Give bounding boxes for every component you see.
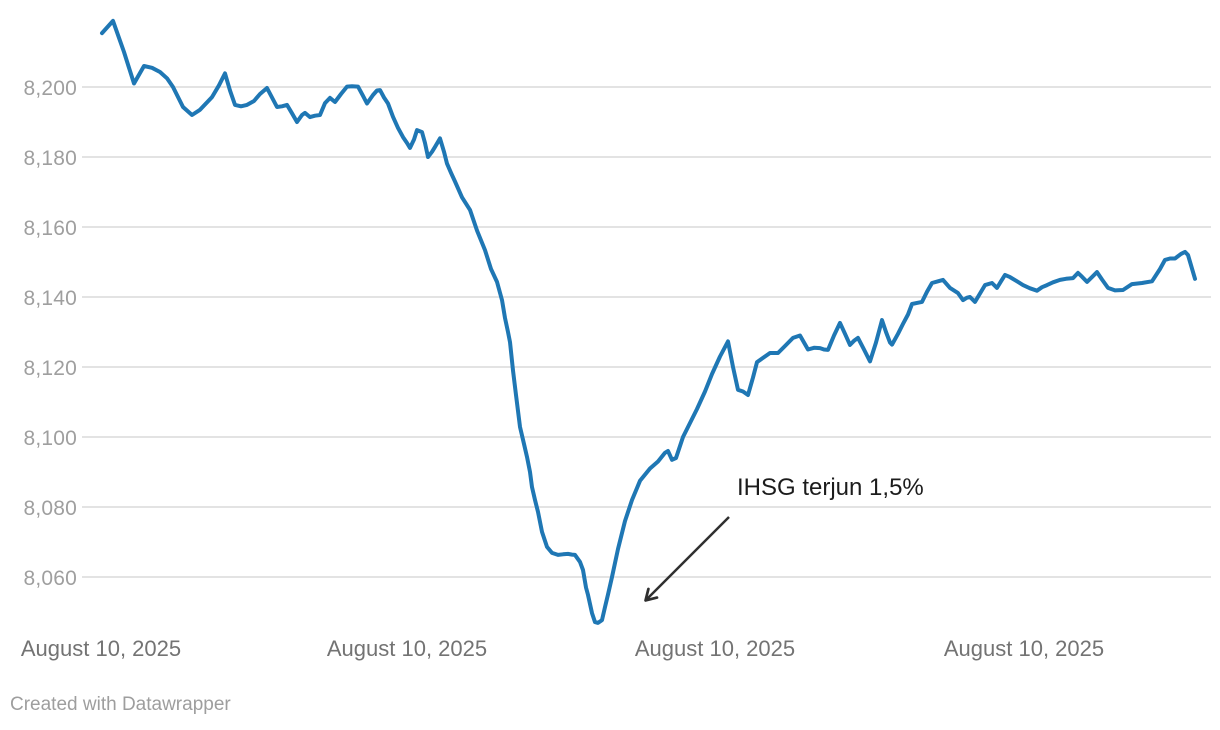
annotation-arrow (644, 516, 730, 602)
y-tick-label: 8,120 (23, 357, 77, 380)
y-tick-label: 8,100 (23, 427, 77, 450)
line-series-ihsg (100, 18, 1197, 625)
y-tick-label: 8,200 (23, 77, 77, 100)
x-tick-label: August 10, 2025 (943, 636, 1105, 661)
y-tick-label: 8,060 (23, 567, 77, 590)
y-tick-label: 8,160 (23, 217, 77, 240)
annotation-text: IHSG terjun 1,5% (737, 474, 924, 501)
y-tick-label: 8,080 (23, 497, 77, 520)
y-tick-label: 8,180 (23, 147, 77, 170)
x-tick-label: August 10, 2025 (634, 636, 796, 661)
gridlines (82, 86, 1211, 578)
x-tick-label: August 10, 2025 (326, 636, 488, 661)
y-tick-label: 8,140 (23, 287, 77, 310)
datawrapper-credit-link[interactable]: Created with Datawrapper (10, 694, 231, 715)
x-tick-label: August 10, 2025 (20, 636, 182, 661)
